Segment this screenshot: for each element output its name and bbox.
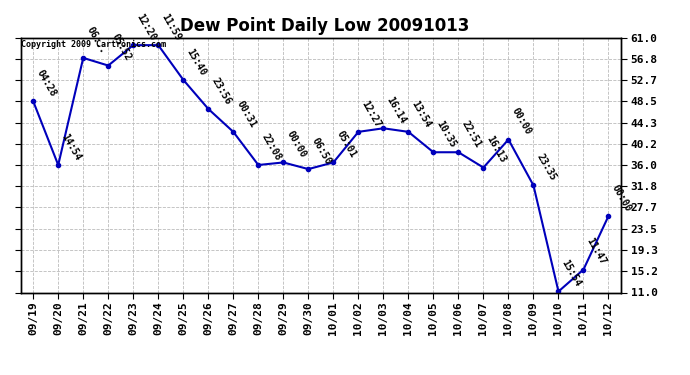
Text: 22:08: 22:08 <box>259 132 283 162</box>
Text: Copyright 2009 Cartronics.com: Copyright 2009 Cartronics.com <box>21 40 166 49</box>
Text: 00:00: 00:00 <box>610 183 633 213</box>
Text: 14:54: 14:54 <box>59 132 83 162</box>
Text: 12:27: 12:27 <box>359 99 383 129</box>
Text: Dew Point Daily Low 20091013: Dew Point Daily Low 20091013 <box>179 17 469 35</box>
Text: 06:50: 06:50 <box>310 136 333 166</box>
Text: 11:59: 11:59 <box>159 12 183 42</box>
Text: 00:00: 00:00 <box>510 106 533 137</box>
Text: 16:13: 16:13 <box>485 134 508 165</box>
Text: 04:28: 04:28 <box>34 68 58 99</box>
Text: 15:54: 15:54 <box>560 258 583 289</box>
Text: 05:01: 05:01 <box>335 129 358 160</box>
Text: 23:35: 23:35 <box>535 152 558 183</box>
Text: 00:00: 00:00 <box>285 129 308 160</box>
Text: 22:51: 22:51 <box>460 119 483 150</box>
Text: 15:40: 15:40 <box>185 46 208 77</box>
Text: 10:35: 10:35 <box>435 119 458 150</box>
Text: 12:20: 12:20 <box>135 12 158 42</box>
Text: 06:..: 06:.. <box>85 25 108 55</box>
Text: 23:56: 23:56 <box>210 76 233 106</box>
Text: 11:47: 11:47 <box>585 236 608 267</box>
Text: 05:52: 05:52 <box>110 32 133 63</box>
Text: 16:14: 16:14 <box>385 95 408 126</box>
Text: 13:54: 13:54 <box>410 99 433 129</box>
Text: 00:31: 00:31 <box>235 99 258 129</box>
